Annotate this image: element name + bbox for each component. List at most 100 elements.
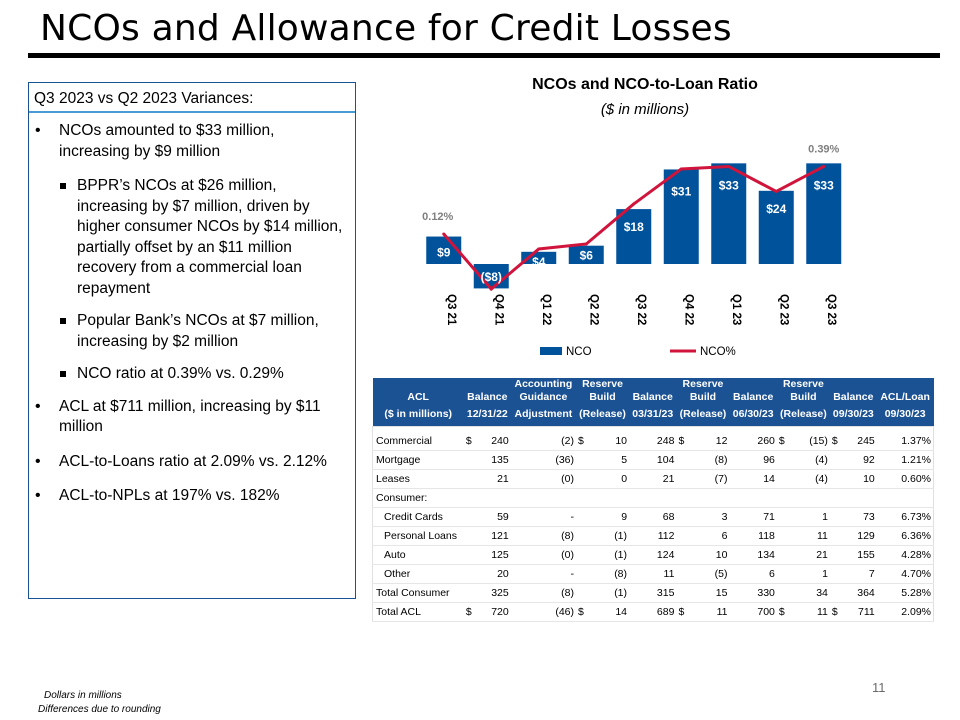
table-cell: 92 (839, 450, 877, 470)
nco-ratio-annotation: 0.39% (808, 143, 839, 155)
currency-symbol: $ (676, 602, 687, 622)
legend-nco-label: NCO (566, 346, 592, 358)
table-cell: 104 (629, 450, 677, 470)
row-label: Other (372, 564, 464, 584)
table-cell: 96 (729, 450, 777, 470)
table-header-8: Balance (829, 378, 877, 404)
table-cell: 9 (586, 507, 630, 527)
currency-symbol (829, 526, 840, 546)
currency-symbol (776, 488, 787, 508)
table-cell: 11 (629, 564, 677, 584)
currency-symbol: $ (463, 426, 474, 451)
currency-symbol: $ (776, 602, 787, 622)
table-cell: (5) (686, 564, 730, 584)
table-cell: 6.36% (876, 526, 934, 546)
currency-symbol (463, 469, 474, 489)
table-subheader-4: 03/31/23 (629, 404, 677, 426)
table-cell: (0) (510, 545, 577, 565)
nco-bar (758, 190, 794, 264)
currency-symbol (463, 526, 474, 546)
table-cell: 325 (473, 582, 511, 603)
table-header-bottom: Balance (733, 391, 774, 403)
table-cell (729, 488, 777, 508)
table-cell (586, 488, 630, 508)
table-header-row-2: ($ in millions) 12/31/22 Adjustment (Releas… (372, 404, 934, 426)
footnote-rounding: Differences due to rounding (38, 704, 161, 715)
category-tick-label: Q4 22 (682, 294, 694, 325)
currency-symbol (676, 469, 687, 489)
table-cell: 3 (686, 507, 730, 527)
table-cell (876, 488, 934, 508)
table-cell: - (510, 564, 577, 584)
legend-nco-swatch (540, 347, 562, 355)
subbullet-bppr: BPPR’s NCOs at $26 million, increasing b… (33, 176, 349, 299)
nco-ratio-point (537, 247, 541, 251)
nco-bar (616, 209, 652, 264)
category-tick-label: Q3 23 (825, 294, 837, 325)
table-cell: 68 (629, 507, 677, 527)
table-header-9: ACL/Loan (876, 378, 934, 404)
currency-symbol (676, 488, 687, 508)
table-header-3: Reserve Build (576, 378, 630, 404)
category-tick-label: Q1 22 (540, 294, 552, 325)
currency-symbol (576, 545, 587, 565)
category-tick-label: Q2 23 (777, 294, 789, 325)
table-cell: 135 (473, 450, 511, 470)
currency-symbol: $ (829, 426, 840, 451)
table-subheader-0: ($ in millions) (372, 404, 464, 426)
row-label: Consumer: (372, 488, 464, 508)
chart-title: NCOs and NCO-to-Loan Ratio (532, 76, 758, 93)
table-row: Total ACL $720 (46) $14 689 $11 700 $11 $711 2.09… (372, 602, 934, 622)
currency-symbol (576, 582, 587, 603)
bullet-acl-to-loans: ACL-to-Loans ratio at 2.09% vs. 2.12% (33, 452, 349, 473)
bullet-acl: ACL at $711 million, increasing by $11 m… (33, 397, 349, 438)
table-header-2: Accounting Guidance (510, 378, 577, 404)
table-cell: 118 (729, 526, 777, 546)
title-divider (28, 53, 940, 58)
table-cell: 59 (473, 507, 511, 527)
table-cell (629, 488, 677, 508)
table-cell: 315 (629, 582, 677, 603)
table-header-top: Accounting (514, 378, 573, 390)
table-cell: (8) (510, 582, 577, 603)
table-cell: 121 (473, 526, 511, 546)
table-cell: 20 (473, 564, 511, 584)
table-cell: 5 (586, 450, 630, 470)
table-cell: (7) (686, 469, 730, 489)
table-header-1: Balance (463, 378, 511, 404)
table-cell: 6 (686, 526, 730, 546)
category-tick-label: Q4 21 (492, 294, 504, 326)
table-cell: 260 (729, 426, 777, 451)
table-header-bottom: Build (689, 391, 717, 403)
currency-symbol (576, 526, 587, 546)
table-row: Total Consumer 325 (8) (1) 315 15 330 34 364 5.28… (372, 582, 934, 603)
table-row: Leases 21 (0) 0 21 (7) 14 (4) 10 0.60% (372, 469, 934, 489)
row-label: Total Consumer (372, 582, 464, 603)
table-cell: 12 (686, 426, 730, 451)
variances-panel: Q3 2023 vs Q2 2023 Variances: NCOs amoun… (28, 82, 356, 599)
table-cell (510, 488, 577, 508)
currency-symbol (676, 507, 687, 527)
table-cell: 0.60% (876, 469, 934, 489)
currency-symbol (576, 450, 587, 470)
table-cell: 711 (839, 602, 877, 622)
nco-bar-label: $33 (814, 178, 834, 192)
table-cell: 330 (729, 582, 777, 603)
table-header-top: Reserve (782, 378, 824, 390)
currency-symbol (776, 526, 787, 546)
nco-bar-label: ($8) (481, 270, 502, 284)
table-cell (786, 488, 830, 508)
table-header-bottom: Guidance (519, 391, 568, 403)
table-cell: 240 (473, 426, 511, 451)
table-cell: 71 (729, 507, 777, 527)
table-row: Commercial $240 (2) $10 248 $12 260 $ (15) $245 1.… (372, 426, 934, 451)
row-label: Leases (372, 469, 464, 489)
category-tick-label: Q3 21 (445, 294, 457, 326)
table-cell: 2.09% (876, 602, 934, 622)
table-cell: 15 (686, 582, 730, 603)
table-header-bottom: Build (589, 391, 616, 403)
table-cell: 6 (729, 564, 777, 584)
nco-ratio-point (774, 189, 778, 193)
variances-heading: Q3 2023 vs Q2 2023 Variances: (34, 90, 254, 107)
table-subheader-1: 12/31/22 (463, 404, 511, 426)
